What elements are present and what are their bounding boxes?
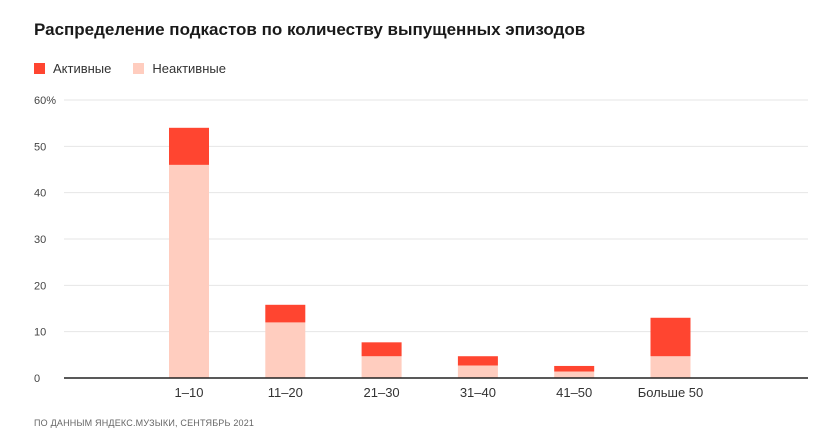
bar-segment-active <box>650 317 691 357</box>
y-tick-label: 20 <box>34 280 46 292</box>
source-note: ПО ДАННЫМ ЯНДЕКС.МУЗЫКИ, СЕНТЯБРЬ 2021 <box>34 418 255 428</box>
chart-title: Распределение подкастов по количеству вы… <box>34 20 586 39</box>
bar-segment-active <box>169 127 209 165</box>
legend-item-active: Активные <box>34 61 111 76</box>
bar-segment-inactive <box>554 371 595 378</box>
legend-label-active: Активные <box>53 61 112 76</box>
x-tick-label: Больше 50 <box>638 385 704 400</box>
x-tick-label: 1–10 <box>175 385 204 400</box>
bar-segment-inactive <box>169 164 209 378</box>
x-tick-label: 41–50 <box>556 385 592 400</box>
legend-label-inactive: Неактивные <box>152 61 226 76</box>
y-tick-label: 60% <box>34 95 56 107</box>
y-tick-label: 10 <box>34 327 46 339</box>
x-tick-label: 11–20 <box>268 385 303 400</box>
bar-segment-inactive <box>361 356 402 378</box>
y-tick-label: 30 <box>34 234 46 246</box>
bar-segment-active <box>265 304 306 323</box>
legend-swatch-active <box>34 63 45 74</box>
y-tick-label: 50 <box>34 141 46 153</box>
legend-item-inactive: Неактивные <box>133 61 226 76</box>
bar-segment-active <box>554 365 595 372</box>
bar-segment-active <box>457 356 498 366</box>
bar-segment-active <box>361 342 402 357</box>
y-tick-label: 0 <box>34 373 40 385</box>
legend: Активные Неактивные <box>34 61 248 76</box>
legend-swatch-inactive <box>133 63 145 74</box>
bar-segment-inactive <box>457 365 498 378</box>
bar-segment-inactive <box>265 322 306 378</box>
bar-chart: 0 10 20 30 40 50 60% 1–10 11–20 21–30 31–40 41–50 Бо… <box>34 95 808 400</box>
x-tick-label: 31–40 <box>460 385 496 400</box>
y-tick-label: 40 <box>34 188 46 200</box>
x-tick-label: 21–30 <box>364 385 400 400</box>
bar-segment-inactive <box>650 356 691 378</box>
